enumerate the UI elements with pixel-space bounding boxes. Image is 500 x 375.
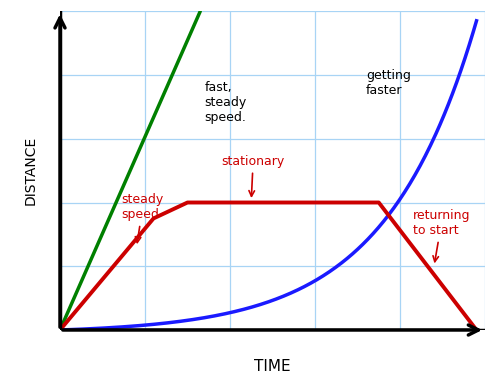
Text: fast,
steady
speed.: fast, steady speed.	[204, 81, 247, 124]
Text: TIME: TIME	[254, 358, 291, 374]
Text: getting
faster: getting faster	[366, 69, 411, 97]
Text: steady
speed: steady speed	[122, 193, 164, 243]
Text: returning
to start: returning to start	[413, 209, 470, 262]
Text: DISTANCE: DISTANCE	[23, 136, 38, 205]
Text: stationary: stationary	[222, 154, 285, 196]
